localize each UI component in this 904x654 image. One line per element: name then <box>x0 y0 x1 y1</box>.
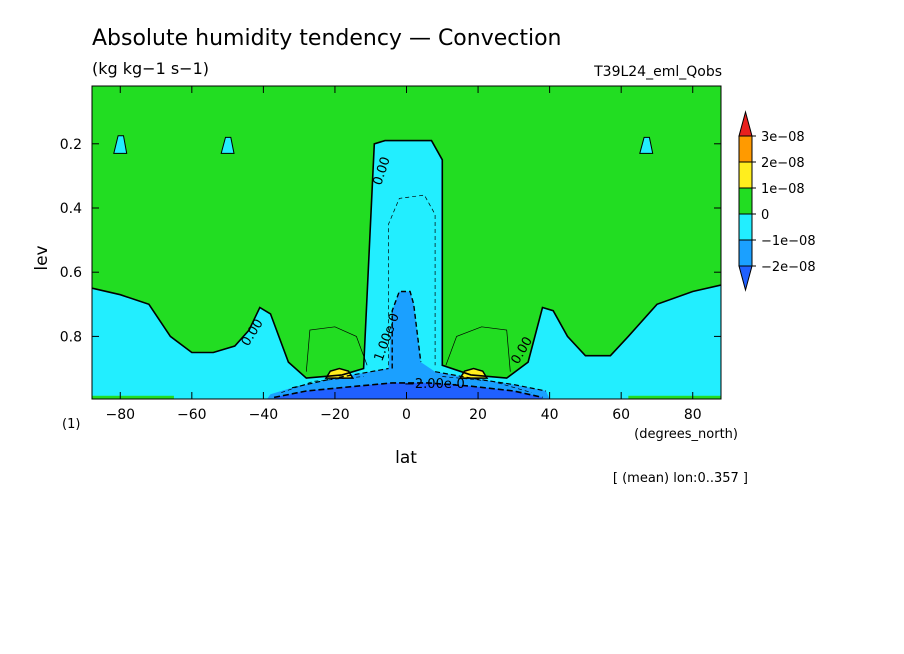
contour-thin-pos-left <box>305 326 368 372</box>
colorbar-segment-1e-08 <box>738 161 753 189</box>
y-tick-label-2: 0.6 <box>60 265 82 281</box>
colorbar-segment-0 <box>738 187 753 215</box>
colorbar-label-2: 1e−08 <box>761 182 805 197</box>
colorbar-arrow-bottom <box>738 265 753 292</box>
region-surface-strip-right <box>628 395 721 399</box>
contour-thin-center <box>388 194 436 366</box>
x-axis-units: (degrees_north) <box>634 427 738 442</box>
contour-label-neg2: −2.00e-0 <box>404 377 465 392</box>
contour-neg2 <box>273 382 543 399</box>
chart-units: (kg kg−1 s−1) <box>92 59 209 78</box>
colorbar-segment-neg1e-08 <box>738 213 753 241</box>
colorbar-segment-neg2e-08 <box>738 239 753 267</box>
region-small-patch-2 <box>220 136 235 154</box>
y-axis: 0.2 0.4 0.6 0.8 <box>60 137 721 345</box>
y-tick-label-1: 0.4 <box>60 201 82 217</box>
colorbar-arrow-top <box>738 110 753 137</box>
contour-zero <box>92 139 721 379</box>
x-tick-label-5: 20 <box>469 407 487 423</box>
region-small-patch-3 <box>639 136 654 154</box>
x-tick-label-4: 0 <box>402 407 411 423</box>
colorbar-label-1: 2e−08 <box>761 156 805 171</box>
x-tick-label-3: −20 <box>320 407 350 423</box>
region-small-patch-1 <box>113 135 128 154</box>
colorbar-label-5: −2e−08 <box>761 260 816 275</box>
colorbar-label-0: 3e−08 <box>761 130 805 145</box>
plot-area <box>92 86 721 399</box>
x-tick-label-6: 40 <box>541 407 559 423</box>
colorbar-label-4: −1e−08 <box>761 234 816 249</box>
x-tick-label-0: −80 <box>105 407 135 423</box>
x-tick-label-8: 80 <box>684 407 702 423</box>
x-tick-label-1: −60 <box>177 407 207 423</box>
y-axis-label: lev <box>32 245 52 270</box>
colorbar: 3e−08 2e−08 1e−08 0 −1e−08 −2e−08 <box>738 110 816 292</box>
contour-neg1-center <box>391 290 422 369</box>
contour-thin-pos-right <box>445 326 511 372</box>
colorbar-label-3: 0 <box>761 208 769 223</box>
region-negative-level-2 <box>267 291 550 399</box>
panel-label: (1) <box>62 417 80 432</box>
y-tick-label-3: 0.8 <box>60 329 82 345</box>
mean-note: [ (mean) lon:0..357 ] <box>613 471 748 486</box>
y-tick-label-0: 0.2 <box>60 137 82 153</box>
x-tick-label-7: 60 <box>612 407 630 423</box>
region-surface-strip-left <box>92 395 174 399</box>
x-tick-label-2: −40 <box>249 407 279 423</box>
chart-title: Absolute humidity tendency — Convection <box>92 26 562 51</box>
contour-neg1-left <box>291 367 389 389</box>
run-label: T39L24_eml_Qobs <box>593 64 722 80</box>
x-axis-label: lat <box>395 448 417 468</box>
contour-thin-right <box>442 376 532 393</box>
colorbar-segment-2e-08 <box>738 135 753 163</box>
region-negative-level-1-outer <box>92 140 721 399</box>
x-axis: −80 −60 −40 −20 0 20 40 60 80 <box>105 86 702 423</box>
